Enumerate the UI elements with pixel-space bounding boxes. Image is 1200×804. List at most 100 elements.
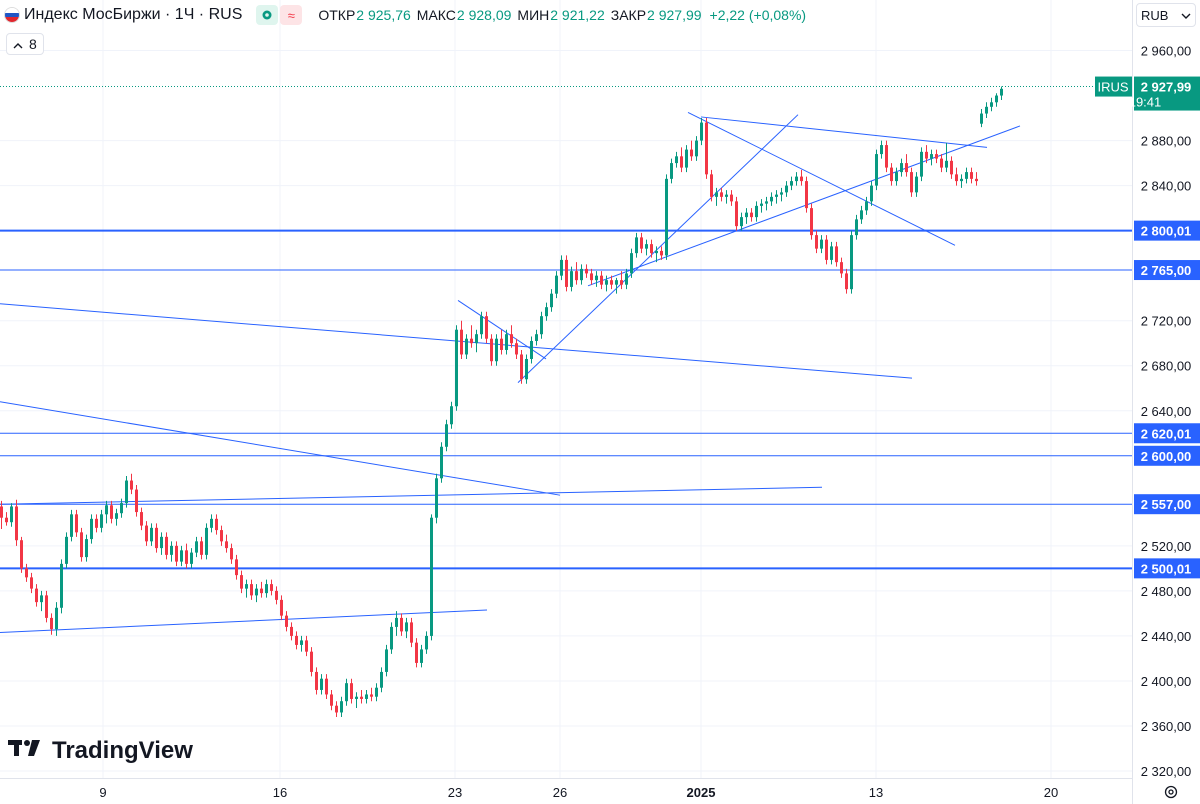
russia-flag-icon [4, 7, 20, 23]
candle-body [855, 219, 858, 236]
change-value: +2,22 (+0,08%) [709, 7, 807, 23]
candle-body [845, 273, 848, 290]
symbol-tag-label: IRUS [1097, 80, 1128, 95]
candle-body [160, 536, 163, 549]
candle-body [465, 338, 468, 355]
indicator-count: 8 [29, 36, 37, 52]
candle-body [520, 354, 523, 380]
x-tick-label: 16 [273, 785, 287, 800]
candle-body [330, 694, 333, 706]
candle-body [785, 185, 788, 193]
candle-body [390, 626, 393, 650]
tradingview-logo[interactable]: TradingView [8, 737, 193, 765]
y-tick-label: 2 880,00 [1141, 134, 1192, 149]
candle-body [930, 154, 933, 159]
candle-body [840, 262, 843, 274]
candle-body [970, 172, 973, 179]
candle-body [535, 334, 538, 341]
candle-body [540, 316, 543, 335]
candle-body [955, 174, 958, 182]
candle-body [920, 151, 923, 177]
candle-body [190, 552, 193, 564]
candle-body [625, 273, 628, 285]
candle-body [590, 273, 593, 281]
level-price-tag [1134, 423, 1200, 444]
candle-body [400, 617, 403, 632]
candle-body [150, 527, 153, 542]
candle-body [605, 280, 608, 285]
x-tick-label: 13 [869, 785, 883, 800]
candle-body [915, 176, 918, 193]
candle-body [965, 172, 968, 179]
indicators-toggle[interactable]: 8 [6, 33, 44, 55]
x-tick-label: 9 [99, 785, 106, 800]
candle-body [905, 163, 908, 173]
candle-body [980, 113, 983, 124]
candle-body [125, 480, 128, 504]
candle-body [875, 154, 878, 186]
candle-body [655, 250, 658, 254]
candle-body [90, 518, 93, 540]
candle-body [610, 280, 613, 285]
candle-body [315, 671, 318, 690]
candle-body [945, 160, 948, 168]
candle-body [555, 275, 558, 294]
candle-body [445, 424, 448, 447]
level-price-tag [1134, 220, 1200, 241]
candle-body [255, 588, 258, 596]
candle-body [990, 102, 993, 107]
candle-body [305, 640, 308, 652]
candle-body [200, 541, 203, 555]
candle-body [375, 687, 378, 697]
candle-body [335, 705, 338, 713]
currency-label: RUB [1141, 7, 1169, 23]
candle-body [675, 156, 678, 164]
candle-body [860, 210, 863, 220]
level-price-tag [1134, 445, 1200, 466]
candle-body [65, 536, 68, 564]
candle-body [975, 178, 978, 182]
candle-body [725, 194, 728, 197]
x-tick-label: 23 [448, 785, 462, 800]
candle-body [435, 478, 438, 518]
tradingview-logo-icon [8, 738, 44, 764]
candle-body [550, 293, 553, 308]
settings-icon[interactable] [1160, 782, 1182, 802]
level-price-tag [1134, 260, 1200, 281]
y-tick-label: 2 400,00 [1141, 674, 1192, 689]
candle-body [185, 550, 188, 564]
candle-body [805, 181, 808, 209]
candle-body [895, 172, 898, 182]
candle-body [740, 217, 743, 227]
candle-body [595, 275, 598, 281]
candle-body [410, 622, 413, 643]
candle-body [15, 506, 18, 541]
candle-body [50, 617, 53, 630]
candle-body [710, 174, 713, 197]
candle-body [285, 615, 288, 627]
candle-body [460, 329, 463, 355]
low-label: МИН [517, 7, 550, 23]
candle-body [575, 271, 578, 281]
candle-body [525, 358, 528, 380]
candle-body [450, 406, 453, 425]
candle-body [645, 244, 648, 249]
candle-body [495, 338, 498, 362]
wave-icon[interactable]: ≈ [280, 5, 303, 25]
candle-body [440, 446, 443, 479]
x-tick-label: 2025 [687, 785, 716, 800]
candle-body [100, 514, 103, 528]
candle-body [630, 253, 633, 274]
eye-icon[interactable] [256, 5, 279, 25]
candle-body [485, 316, 488, 339]
low-value: 2 921,22 [550, 7, 605, 23]
grid [0, 0, 1132, 778]
candle-body [165, 536, 168, 555]
trend-line [687, 111, 956, 246]
symbol-title[interactable]: Индекс МосБиржи · 1Ч · RUS [24, 6, 243, 23]
x-tick-label: 20 [1044, 785, 1058, 800]
candle-body [600, 275, 603, 285]
currency-select[interactable]: RUB [1136, 3, 1196, 27]
tradingview-logo-text: TradingView [52, 737, 193, 764]
